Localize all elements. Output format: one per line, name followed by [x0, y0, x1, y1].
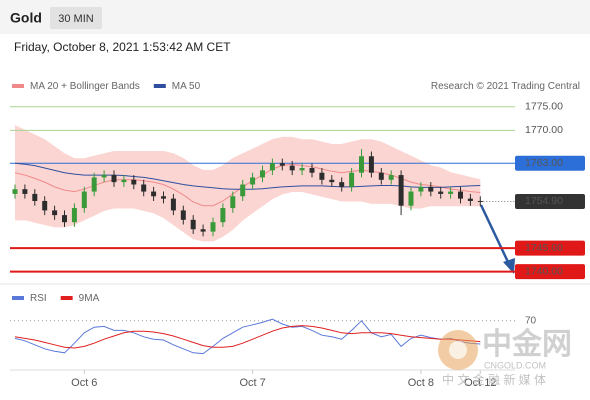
credit: Research © 2021 Trading Central	[431, 81, 580, 92]
candle-body	[141, 184, 147, 192]
indicator-line	[14, 325, 481, 349]
candle-body	[111, 175, 117, 183]
candle-body	[52, 210, 58, 216]
indicator-line	[14, 318, 481, 355]
candle-body	[42, 200, 48, 211]
candle-body	[62, 215, 67, 223]
x-tick-label: Oct 8	[408, 377, 434, 389]
candle-body	[101, 175, 107, 178]
candle-body	[279, 163, 285, 166]
candle-body	[161, 196, 166, 199]
candle-body	[309, 168, 315, 173]
bollinger-upper	[14, 125, 481, 181]
candle-body	[477, 200, 483, 202]
candle-body	[12, 189, 18, 194]
candle-body	[131, 179, 137, 185]
candle-body	[240, 184, 246, 197]
legend-swatch	[12, 84, 24, 88]
candle-body	[81, 191, 87, 209]
candle-body	[220, 208, 226, 223]
timestamp: Friday, October 8, 2021 1:53:42 AM CET	[14, 40, 231, 54]
candle-body	[32, 193, 38, 201]
candle-body	[91, 177, 97, 192]
candle-body	[210, 222, 216, 232]
watermark-logo-inner	[449, 341, 467, 359]
interval-button[interactable]	[50, 7, 102, 29]
candle-body	[418, 186, 424, 192]
forecast-arrow	[479, 204, 510, 263]
candle-body	[398, 175, 404, 206]
level-tag	[515, 240, 585, 256]
level-tag	[515, 155, 585, 171]
candle-body	[448, 191, 454, 194]
x-tick-label: Oct 12	[464, 377, 496, 389]
candle-body	[200, 229, 206, 232]
legend-swatch	[153, 84, 166, 88]
candle-body	[438, 191, 444, 194]
level-label: 1763.00	[525, 157, 563, 169]
candle-body	[339, 182, 345, 187]
watermark-site: CNGOLD.COM	[484, 360, 546, 370]
candle-body	[170, 198, 176, 211]
legend-label: RSI	[30, 293, 47, 304]
legend-label: 9MA	[79, 293, 100, 304]
rsi-tick-label: 70	[525, 315, 537, 326]
candle-body	[269, 163, 275, 171]
level-label: 1775.00	[525, 101, 563, 113]
legend-label: MA 50	[172, 81, 201, 92]
level-label: 1745.00	[525, 242, 563, 254]
candle-body	[289, 165, 295, 171]
candle-body	[359, 156, 364, 173]
level-label: 1740.00	[525, 265, 563, 277]
candle-body	[250, 177, 256, 185]
x-tick-label: Oct 6	[71, 377, 97, 389]
watermark: 中金网 中 文 金 融 新 媒 体 CNGOLD.COM	[438, 327, 572, 387]
legend-swatch	[60, 296, 73, 300]
interval-label[interactable]: 30 MIN	[58, 13, 94, 25]
level-tag	[515, 264, 585, 280]
candle-body	[378, 172, 384, 180]
symbol: Gold	[10, 10, 42, 26]
candle-body	[180, 210, 186, 220]
watermark-tagline: 中 文 金 融 新 媒 体	[442, 372, 546, 387]
watermark-name: 中金网	[482, 327, 572, 361]
candle-body	[467, 198, 473, 201]
candle-body	[319, 172, 325, 180]
level-label: 1754.90	[525, 195, 563, 207]
candle-body	[428, 186, 434, 192]
candle-body	[408, 191, 414, 206]
forecast-arrow-head	[503, 258, 515, 274]
candle-body	[230, 196, 236, 209]
candle-body	[260, 170, 265, 178]
bollinger-lower	[15, 191, 481, 242]
legend-swatch	[12, 296, 24, 300]
candle-body	[388, 175, 394, 180]
candle-body	[151, 191, 157, 197]
candle-body	[349, 172, 355, 187]
candle-body	[299, 168, 305, 171]
x-tick-label: Oct 7	[239, 377, 265, 389]
candle-body	[121, 179, 127, 183]
candle-body	[368, 156, 374, 173]
legend-label: MA 20 + Bollinger Bands	[30, 81, 140, 92]
level-label: 1770.00	[525, 124, 563, 136]
candle-body	[458, 191, 463, 199]
candle-body	[22, 189, 28, 194]
candle-body	[190, 219, 196, 230]
candle-body	[71, 208, 77, 223]
candle-body	[329, 179, 335, 183]
level-tag	[515, 193, 585, 209]
